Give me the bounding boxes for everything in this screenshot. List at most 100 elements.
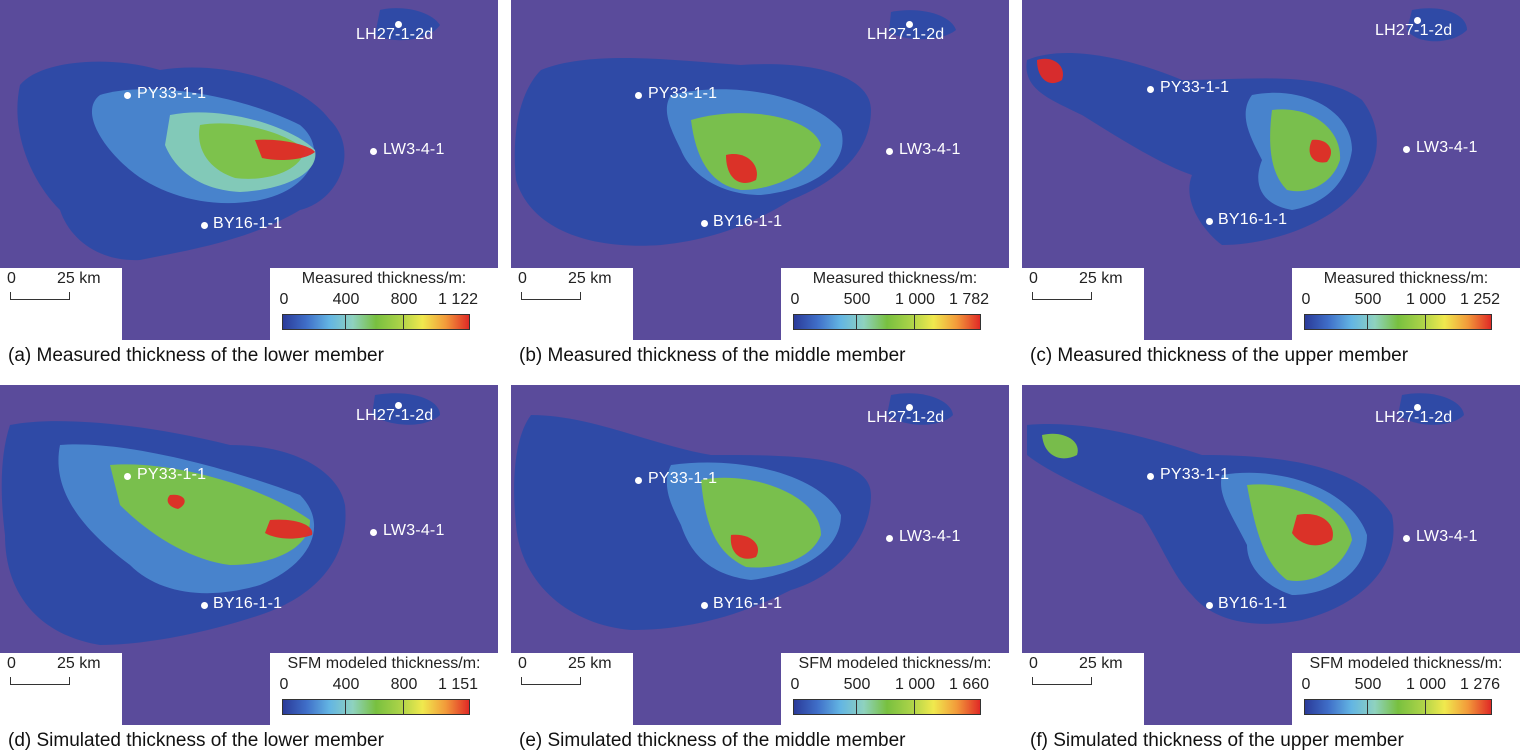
color-ramp	[282, 699, 470, 715]
scale-label: 25 km	[1079, 655, 1123, 672]
legend-tick-label: 800	[390, 676, 418, 693]
well-label: PY33-1-1	[1160, 79, 1230, 96]
well-marker	[1414, 404, 1421, 411]
ramp-tick	[856, 700, 857, 714]
legend-title: Measured thickness/m:	[301, 270, 467, 287]
scale-bar: 0 25 km	[1022, 653, 1144, 725]
legend: SFM modeled thickness/m: 0 500 1 000 1 660	[781, 653, 1009, 725]
well-label: BY16-1-1	[713, 595, 783, 612]
ramp-tick	[1425, 315, 1426, 329]
well-marker	[701, 220, 708, 227]
well-marker	[1414, 17, 1421, 24]
color-ramp	[1304, 699, 1492, 715]
panel-caption: (f) Simulated thickness of the upper mem…	[1030, 730, 1404, 751]
well-label: PY33-1-1	[648, 85, 718, 102]
ramp-tick	[914, 700, 915, 714]
ramp-tick	[1425, 700, 1426, 714]
well-label: BY16-1-1	[1218, 211, 1288, 228]
map-panel-e: LH27-1-2d PY33-1-1 LW3-4-1 BY16-1-1 0 25 km SF…	[511, 385, 1009, 725]
legend-tick-label: 1 122	[437, 291, 479, 308]
legend-title: SFM modeled thickness/m:	[287, 655, 481, 672]
thickness-map	[1026, 8, 1467, 245]
well-label: BY16-1-1	[213, 595, 283, 612]
well-label: PY33-1-1	[1160, 466, 1230, 483]
color-ramp	[793, 314, 981, 330]
legend-tick-label: 1 276	[1459, 676, 1501, 693]
well-marker	[886, 535, 893, 542]
legend-tick-label: 500	[1354, 676, 1382, 693]
scale-zero: 0	[518, 270, 527, 287]
map-panel-c: LH27-1-2d PY33-1-1 LW3-4-1 BY16-1-1 0 25 km Me…	[1022, 0, 1520, 340]
well-label: LH27-1-2d	[356, 26, 434, 43]
well-label: LH27-1-2d	[1375, 409, 1453, 426]
legend: Measured thickness/m: 0 500 1 000 1 782	[781, 268, 1009, 340]
well-marker	[201, 222, 208, 229]
well-label: LW3-4-1	[383, 522, 445, 539]
scale-label: 25 km	[57, 270, 101, 287]
color-ramp	[282, 314, 470, 330]
well-marker	[1403, 535, 1410, 542]
scale-line	[521, 292, 581, 300]
well-marker	[906, 404, 913, 411]
well-label: LW3-4-1	[1416, 528, 1478, 545]
well-label: LH27-1-2d	[1375, 22, 1453, 39]
legend-tick-label: 1 782	[948, 291, 990, 308]
scale-bar: 0 25 km	[0, 653, 122, 725]
ramp-tick	[1367, 700, 1368, 714]
legend-tick-label: 1 000	[894, 676, 936, 693]
legend-tick-label: 0	[279, 291, 289, 308]
map-panel-b: LH27-1-2d PY33-1-1 LW3-4-1 BY16-1-1 0 25 km Me…	[511, 0, 1009, 340]
panel-caption: (d) Simulated thickness of the lower mem…	[8, 730, 384, 751]
scale-line	[10, 292, 70, 300]
well-marker	[1403, 146, 1410, 153]
ramp-tick	[914, 315, 915, 329]
well-label: LH27-1-2d	[867, 26, 945, 43]
well-marker	[906, 21, 913, 28]
well-marker	[1147, 473, 1154, 480]
legend: SFM modeled thickness/m: 0 500 1 000 1 276	[1292, 653, 1520, 725]
color-ramp	[793, 699, 981, 715]
ramp-tick	[345, 315, 346, 329]
scale-label: 25 km	[568, 270, 612, 287]
ramp-tick	[403, 700, 404, 714]
thickness-map	[1027, 393, 1464, 624]
ramp-tick	[856, 315, 857, 329]
map-panel-f: LH27-1-2d PY33-1-1 LW3-4-1 BY16-1-1 0 25 km SF…	[1022, 385, 1520, 725]
legend-tick-label: 1 000	[894, 291, 936, 308]
well-marker	[201, 602, 208, 609]
legend-tick-label: 0	[279, 676, 289, 693]
well-marker	[701, 602, 708, 609]
ramp-tick	[403, 315, 404, 329]
well-label: LH27-1-2d	[356, 407, 434, 424]
thickness-map	[514, 10, 956, 246]
scale-zero: 0	[7, 270, 16, 287]
legend-title: Measured thickness/m:	[1323, 270, 1489, 287]
map-panel-a: LH27-1-2d PY33-1-1 LW3-4-1 BY16-1-1 0 25 km Me…	[0, 0, 498, 340]
legend-tick-label: 1 252	[1459, 291, 1501, 308]
panel-caption: (e) Simulated thickness of the middle me…	[519, 730, 906, 751]
well-label: PY33-1-1	[137, 466, 207, 483]
legend-tick-label: 0	[790, 676, 800, 693]
well-marker	[635, 477, 642, 484]
well-label: LW3-4-1	[383, 141, 445, 158]
panel-caption: (a) Measured thickness of the lower memb…	[8, 345, 384, 366]
scale-line	[10, 677, 70, 685]
legend-tick-label: 1 151	[437, 676, 479, 693]
well-label: BY16-1-1	[1218, 595, 1288, 612]
scale-zero: 0	[1029, 655, 1038, 672]
legend-tick-label: 500	[1354, 291, 1382, 308]
well-label: PY33-1-1	[137, 85, 207, 102]
well-label: LW3-4-1	[899, 528, 961, 545]
legend: Measured thickness/m: 0 400 800 1 122	[270, 268, 498, 340]
legend-tick-label: 800	[390, 291, 418, 308]
panel-caption: (c) Measured thickness of the upper memb…	[1030, 345, 1409, 366]
well-marker	[395, 402, 402, 409]
legend-tick-label: 500	[843, 676, 871, 693]
well-marker	[1147, 86, 1154, 93]
well-marker	[1206, 218, 1213, 225]
legend-tick-label: 0	[1301, 676, 1311, 693]
legend-tick-label: 0	[790, 291, 800, 308]
scale-zero: 0	[7, 655, 16, 672]
scale-label: 25 km	[1079, 270, 1123, 287]
scale-bar: 0 25 km	[511, 653, 633, 725]
